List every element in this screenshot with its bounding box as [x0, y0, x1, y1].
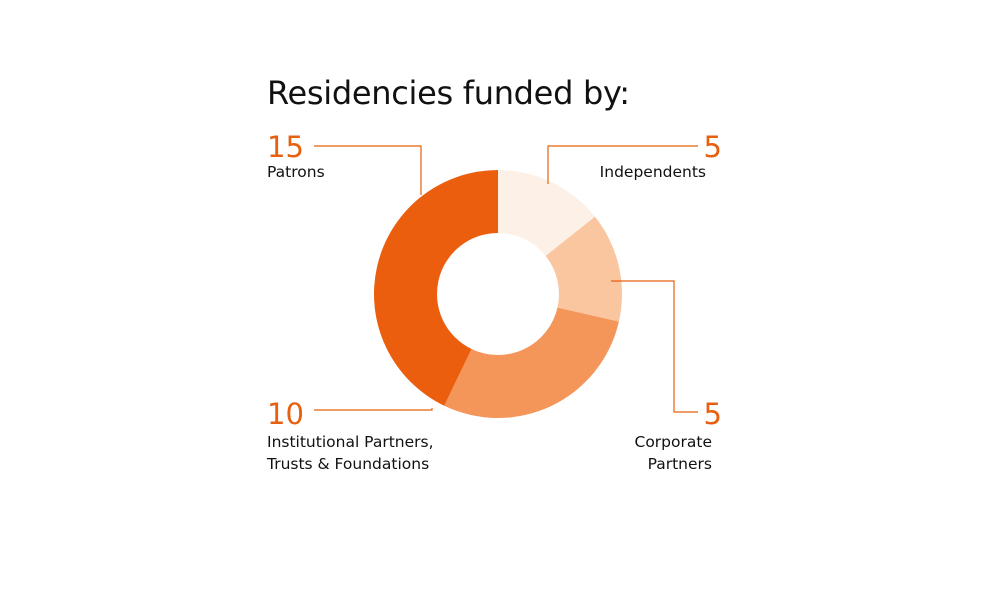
- slice-institutional-partners-trusts-foundations: [444, 307, 619, 418]
- chart-title: Residencies funded by:: [267, 74, 630, 112]
- value-label-independents: 5: [704, 130, 722, 164]
- leader-line-corporate-partners: [611, 280, 698, 413]
- leader-lines: [314, 145, 698, 413]
- donut-slices: [374, 170, 622, 418]
- slice-corporate-partners: [545, 216, 622, 322]
- leader-line-patrons: [314, 145, 422, 195]
- value-label-patrons: 15: [267, 130, 304, 164]
- slice-patrons: [374, 170, 498, 406]
- category-label-patrons: Patrons: [267, 163, 325, 181]
- category-label-institutional-partners-trusts-foundations-line-1: Institutional Partners,: [267, 433, 434, 451]
- value-label-corporate-partners: 5: [704, 397, 722, 431]
- category-label-independents: Independents: [600, 163, 706, 181]
- category-label-corporate-partners-line-1: Corporate: [635, 433, 713, 451]
- leader-line-institutional-partners-trusts-foundations: [314, 408, 433, 411]
- category-label-corporate-partners-line-2: Partners: [648, 455, 712, 473]
- slice-independents: [498, 170, 595, 256]
- leader-line-independents: [547, 145, 698, 184]
- value-label-institutional-partners-trusts-foundations: 10: [267, 397, 304, 431]
- slice-labels: 5Independents5CorporatePartners10Institu…: [266, 130, 722, 473]
- category-label-institutional-partners-trusts-foundations-line-2: Trusts & Foundations: [266, 455, 429, 473]
